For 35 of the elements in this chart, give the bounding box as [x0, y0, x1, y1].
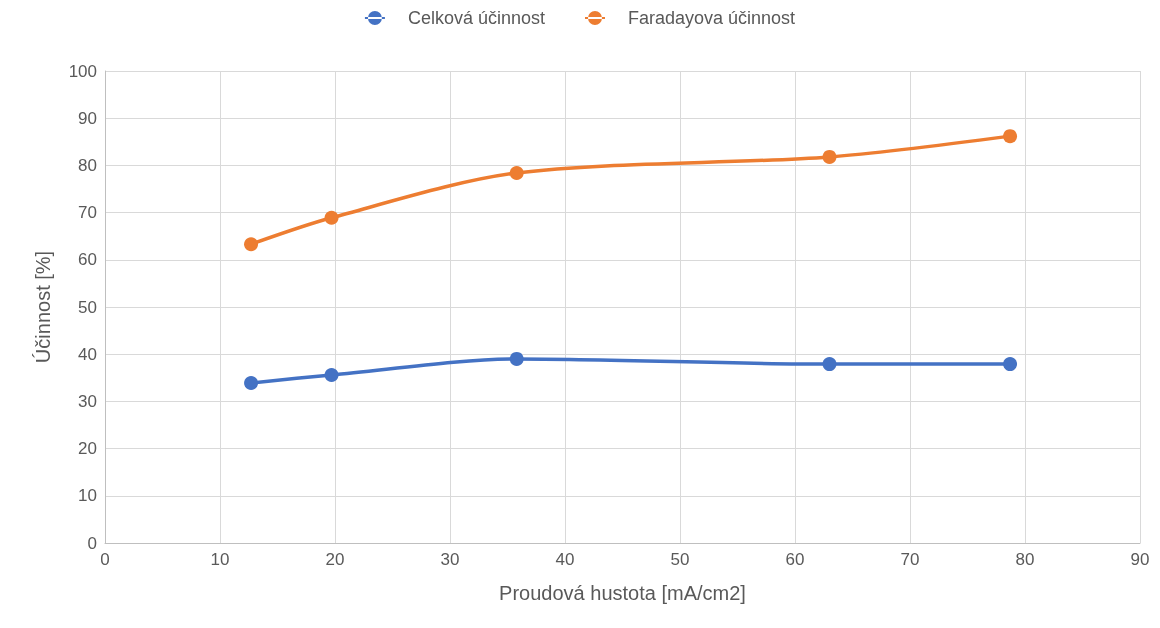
point — [324, 210, 339, 225]
point — [822, 357, 837, 372]
y-tick-label: 70 — [78, 203, 97, 223]
x-axis-title: Proudová hustota [mA/cm2] — [499, 582, 746, 604]
y-tick-label: 40 — [78, 344, 97, 364]
x-tick-label: 0 — [100, 550, 110, 569]
y-tick-label: 20 — [78, 439, 97, 459]
y-axis-title: Účinnost [%] — [32, 250, 54, 364]
x-tick-label: 50 — [670, 550, 690, 569]
x-tick-label: 60 — [785, 550, 805, 569]
x-tick-label: 30 — [440, 550, 460, 569]
point — [509, 165, 524, 180]
y-tick-label: 80 — [78, 155, 97, 175]
x-tick-label: 90 — [1130, 550, 1150, 569]
y-tick-label: 100 — [68, 61, 97, 81]
x-tick-label: 70 — [900, 550, 920, 569]
x-tick-label: 80 — [1015, 550, 1035, 569]
x-tick-label: 40 — [555, 550, 575, 569]
y-tick-label: 90 — [78, 108, 97, 128]
point — [822, 149, 837, 164]
point — [244, 237, 259, 252]
point — [244, 376, 259, 390]
point — [1003, 357, 1018, 372]
legend-label: Faradayova účinnost — [627, 8, 796, 28]
point — [324, 367, 339, 382]
y-tick-label: 50 — [78, 297, 97, 317]
y-tick-label: 0 — [87, 533, 97, 553]
x-tick-label: 10 — [210, 550, 230, 569]
y-tick-label: 60 — [78, 250, 97, 270]
point — [1003, 129, 1018, 144]
x-tick-label: 20 — [325, 550, 345, 569]
y-tick-label: 10 — [78, 486, 97, 506]
point — [509, 351, 524, 366]
legend-label: Celková účinnost — [407, 8, 545, 28]
y-tick-label: 30 — [78, 391, 97, 411]
